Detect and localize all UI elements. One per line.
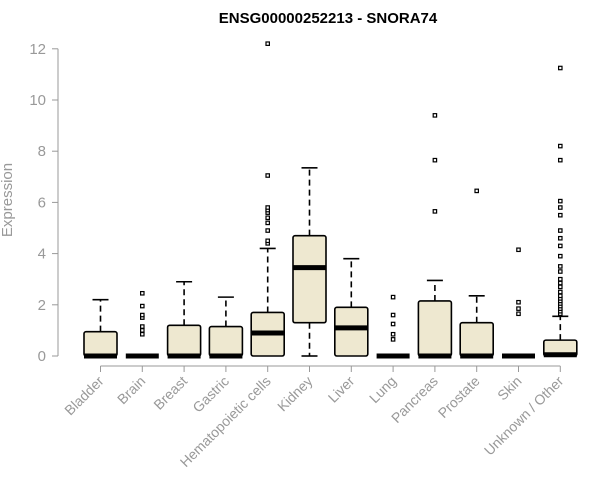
y-tick-label: 6	[38, 194, 46, 211]
outlier-point	[140, 331, 145, 337]
y-axis-label: Expression	[0, 163, 16, 237]
outlier-point	[516, 247, 521, 253]
y-tick-label: 12	[29, 41, 46, 58]
box-group	[208, 296, 244, 359]
outlier-point	[390, 331, 396, 337]
y-tick-label: 0	[38, 348, 46, 365]
box-iqr	[166, 324, 202, 357]
outlier-point	[140, 303, 145, 309]
box-iqr	[292, 234, 327, 324]
box-group	[333, 257, 369, 357]
outlier-point	[140, 324, 145, 329]
outlier-point	[265, 173, 271, 178]
outlier-point	[557, 235, 563, 241]
outlier-point	[265, 220, 271, 226]
outlier-point	[265, 215, 271, 221]
outlier-point	[265, 205, 271, 210]
y-tick-label: 2	[38, 297, 46, 314]
x-tick-label: Skin	[494, 373, 525, 404]
outlier-point	[390, 337, 396, 342]
outlier-point	[557, 243, 563, 249]
box-iqr	[459, 321, 495, 357]
outlier-point	[557, 228, 563, 233]
outlier-point	[557, 253, 563, 259]
outlier-point	[557, 276, 563, 282]
outlier-point	[557, 269, 563, 274]
y-tick-label: 4	[38, 246, 46, 263]
outlier-point	[557, 143, 563, 149]
box-group	[250, 41, 285, 357]
outlier-point	[557, 293, 563, 299]
x-tick-label: Breast	[150, 373, 190, 413]
outlier-point	[432, 157, 438, 163]
y-axis: 0 2 4 6 8 10 12	[29, 41, 58, 365]
outlier-point	[265, 41, 271, 46]
box-group	[459, 188, 495, 359]
outlier-point	[516, 299, 521, 305]
x-tick-label: Unknown / Other	[481, 373, 567, 459]
box-group	[125, 290, 159, 359]
outlier-point	[140, 312, 145, 318]
x-tick-label: Brain	[114, 373, 148, 407]
outlier-point	[557, 65, 563, 71]
outlier-point	[557, 198, 563, 204]
outlier-point	[432, 113, 438, 118]
outlier-point	[432, 209, 438, 214]
box-group	[542, 65, 578, 358]
x-tick-label: Kidney	[274, 373, 316, 415]
box-group	[292, 167, 327, 357]
outlier-point	[557, 264, 563, 269]
x-tick-label: Bladder	[61, 373, 107, 419]
y-tick-label: 10	[29, 92, 46, 109]
outlier-point	[390, 321, 396, 327]
outlier-point	[390, 312, 396, 318]
outlier-point	[557, 205, 563, 210]
box-group	[417, 113, 453, 359]
box-iqr	[417, 300, 453, 357]
x-tick-label: Liver	[325, 373, 358, 406]
outlier-point	[265, 228, 271, 233]
box-iqr	[208, 325, 244, 357]
box-series	[83, 41, 578, 359]
outlier-point	[390, 294, 396, 300]
outlier-point	[557, 157, 563, 163]
box-group	[376, 294, 410, 359]
outlier-point	[516, 306, 521, 311]
outlier-point	[265, 238, 271, 244]
box-iqr	[83, 330, 118, 357]
outlier-point	[557, 212, 563, 218]
x-tick-label: Prostate	[435, 373, 483, 421]
box-group	[502, 247, 535, 359]
outlier-point	[516, 311, 521, 317]
outlier-point	[557, 284, 563, 290]
outlier-point	[474, 188, 480, 194]
outlier-point	[140, 328, 145, 333]
chart-title: ENSG00000252213 - SNORA74	[219, 10, 438, 27]
box-group	[166, 280, 202, 359]
outlier-point	[140, 290, 145, 296]
outlier-point	[557, 280, 563, 286]
y-tick-label: 8	[38, 143, 46, 160]
x-tick-label: Lung	[366, 373, 399, 406]
box-iqr	[333, 306, 369, 357]
outlier-point	[557, 289, 563, 295]
box-group	[83, 298, 118, 359]
